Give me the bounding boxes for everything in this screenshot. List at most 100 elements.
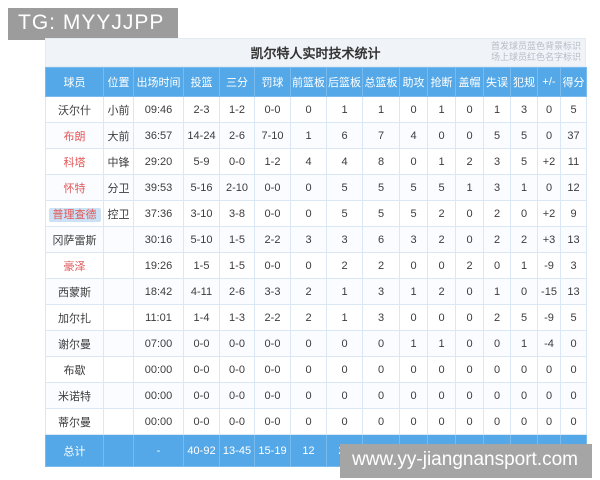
stat-cell: [103, 356, 134, 383]
player-name: 加尔扎: [58, 312, 91, 325]
table-row: 布歇 00:00 0-0 0-0 0-0 0 0 0 0 0 0 0 0 0 0: [45, 356, 587, 383]
stat-cell: 18:42: [133, 278, 184, 305]
stat-cell: 0: [510, 382, 538, 409]
stats-table-header: 球员 位置 出场时间 投篮 三分 罚球 前篮板 后篮板 总篮板 助攻 抢断 盖帽 失误 犯规 +/- 得分: [45, 67, 587, 97]
stat-cell: 37: [560, 122, 587, 149]
stat-cell: 1: [427, 330, 456, 357]
total-cell: 40-92: [183, 434, 220, 467]
stat-cell: 2: [510, 226, 538, 253]
stat-cell: 4: [399, 122, 428, 149]
stat-cell: [103, 278, 134, 305]
stat-cell: 0: [326, 356, 363, 383]
total-cell: 12: [290, 434, 327, 467]
stat-cell: 3: [483, 174, 511, 201]
stat-cell: 0: [455, 330, 484, 357]
stat-cell: 0: [290, 174, 327, 201]
stat-cell: 5-16: [183, 174, 220, 201]
stat-cell: 0-0: [254, 174, 291, 201]
stat-cell: [103, 330, 134, 357]
stat-cell: 2: [290, 278, 327, 305]
stat-cell: 3: [560, 252, 587, 279]
stat-cell: 2: [362, 252, 400, 279]
stat-cell: 6: [362, 226, 400, 253]
stat-cell: 0: [510, 356, 538, 383]
stat-cell: 7-10: [254, 122, 291, 149]
stat-cell: 1: [427, 96, 456, 123]
stat-cell: 0: [399, 96, 428, 123]
table-row: 豪泽 19:26 1-5 1-5 0-0 0 2 2 0 0 2 0 1 -9 3: [45, 252, 587, 279]
player-name: 西蒙斯: [58, 286, 91, 299]
stat-cell: 0: [290, 200, 327, 227]
stat-cell: 0: [510, 278, 538, 305]
table-row: 西蒙斯 18:42 4-11 2-6 3-3 2 1 3 1 2 0 1 0 -15 13: [45, 278, 587, 305]
column-header: 总篮板: [362, 67, 400, 97]
column-header: 罚球: [254, 67, 291, 97]
table-titlebar: 凯尔特人实时技术统计 首发球员蓝色背景标识 场上球员红色名字标识: [45, 38, 586, 67]
stat-cell: 12: [560, 174, 587, 201]
stat-cell: 09:46: [133, 96, 184, 123]
stat-cell: 0: [537, 382, 561, 409]
stat-cell: -9: [537, 304, 561, 331]
stat-cell: 37:36: [133, 200, 184, 227]
stat-cell: 00:00: [133, 356, 184, 383]
column-header: 得分: [560, 67, 587, 97]
stat-cell: 0-0: [254, 356, 291, 383]
stat-cell: 5: [560, 304, 587, 331]
stat-cell: 0: [537, 408, 561, 435]
stat-cell: 0: [455, 278, 484, 305]
player-name-cell: 科塔: [45, 148, 104, 175]
stat-cell: 0-0: [183, 356, 220, 383]
stat-cell: 11:01: [133, 304, 184, 331]
stat-cell: 9: [560, 200, 587, 227]
stat-cell: 2: [427, 278, 456, 305]
stat-cell: 0: [483, 356, 511, 383]
stat-cell: 0: [399, 252, 428, 279]
stat-cell: 1: [510, 174, 538, 201]
stat-cell: 1-5: [183, 252, 220, 279]
stat-cell: 0-0: [254, 96, 291, 123]
stat-cell: 0-0: [219, 382, 255, 409]
stat-cell: 19:26: [133, 252, 184, 279]
stat-cell: 5: [362, 174, 400, 201]
stat-cell: 07:00: [133, 330, 184, 357]
player-name: 怀特: [63, 182, 86, 195]
stat-cell: 1: [483, 278, 511, 305]
player-name-cell: 加尔扎: [45, 304, 104, 331]
stat-cell: 0-0: [219, 148, 255, 175]
stat-cell: 0: [290, 408, 327, 435]
total-cell: 13-45: [219, 434, 255, 467]
tg-watermark: TG: MYYJJPP: [8, 8, 179, 40]
player-name: 谢尔曼: [58, 338, 91, 351]
stat-cell: 30:16: [133, 226, 184, 253]
table-row: 米诺特 00:00 0-0 0-0 0-0 0 0 0 0 0 0 0 0 0 0: [45, 382, 587, 409]
total-cell: 15-19: [254, 434, 291, 467]
stat-cell: 0: [427, 382, 456, 409]
stat-cell: [103, 408, 134, 435]
column-header: 抢断: [427, 67, 456, 97]
stat-cell: 2-2: [254, 304, 291, 331]
player-name: 蒂尔曼: [58, 416, 91, 429]
stat-cell: 1: [510, 252, 538, 279]
stat-cell: 0: [560, 408, 587, 435]
stat-cell: 0: [290, 356, 327, 383]
stat-cell: +2: [537, 200, 561, 227]
stat-cell: 0-0: [183, 330, 220, 357]
player-name-cell: 布歇: [45, 356, 104, 383]
stat-cell: 0: [326, 382, 363, 409]
stat-cell: 0-0: [254, 200, 291, 227]
stat-cell: 2: [290, 304, 327, 331]
stat-cell: 13: [560, 226, 587, 253]
player-name-cell: 谢尔曼: [45, 330, 104, 357]
stat-cell: 0: [427, 122, 456, 149]
stat-cell: 0: [326, 408, 363, 435]
column-header: 后篮板: [326, 67, 363, 97]
total-cell: -: [133, 434, 184, 467]
stat-cell: -4: [537, 330, 561, 357]
stat-cell: 中锋: [103, 148, 134, 175]
page-title: 凯尔特人实时技术统计: [250, 46, 381, 61]
player-name-cell: 怀特: [45, 174, 104, 201]
stat-cell: 大前: [103, 122, 134, 149]
stat-cell: 1: [326, 304, 363, 331]
stat-cell: 5: [427, 174, 456, 201]
column-header: 投篮: [183, 67, 220, 97]
